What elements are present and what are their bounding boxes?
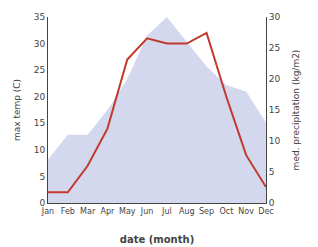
svg-text:25: 25	[34, 65, 45, 75]
svg-text:Nov: Nov	[238, 207, 254, 216]
svg-text:5: 5	[269, 167, 275, 177]
svg-text:max temp (C): max temp (C)	[12, 79, 22, 141]
svg-text:20: 20	[34, 92, 46, 102]
svg-text:Oct: Oct	[219, 207, 233, 216]
svg-text:Jun: Jun	[140, 207, 154, 216]
svg-text:med. precipitation (kg/m2): med. precipitation (kg/m2)	[291, 50, 301, 171]
svg-text:Feb: Feb	[61, 207, 75, 216]
svg-text:Jul: Jul	[161, 207, 172, 216]
svg-text:30: 30	[269, 12, 281, 22]
svg-text:0: 0	[269, 198, 275, 208]
svg-text:Mar: Mar	[80, 207, 96, 216]
svg-text:Apr: Apr	[101, 207, 116, 216]
svg-text:Aug: Aug	[179, 207, 195, 216]
svg-text:Sep: Sep	[199, 207, 214, 216]
svg-text:5: 5	[39, 172, 45, 182]
svg-text:May: May	[119, 207, 136, 216]
svg-text:15: 15	[34, 118, 45, 128]
svg-text:date (month): date (month)	[120, 234, 194, 245]
svg-text:35: 35	[34, 12, 45, 22]
svg-text:25: 25	[269, 43, 280, 53]
svg-text:Jan: Jan	[41, 207, 54, 216]
svg-text:0: 0	[39, 198, 45, 208]
svg-text:10: 10	[269, 136, 281, 146]
svg-text:Dec: Dec	[258, 207, 273, 216]
svg-text:15: 15	[269, 105, 280, 115]
svg-text:20: 20	[269, 74, 281, 84]
svg-text:10: 10	[34, 145, 46, 155]
svg-text:30: 30	[34, 39, 46, 49]
